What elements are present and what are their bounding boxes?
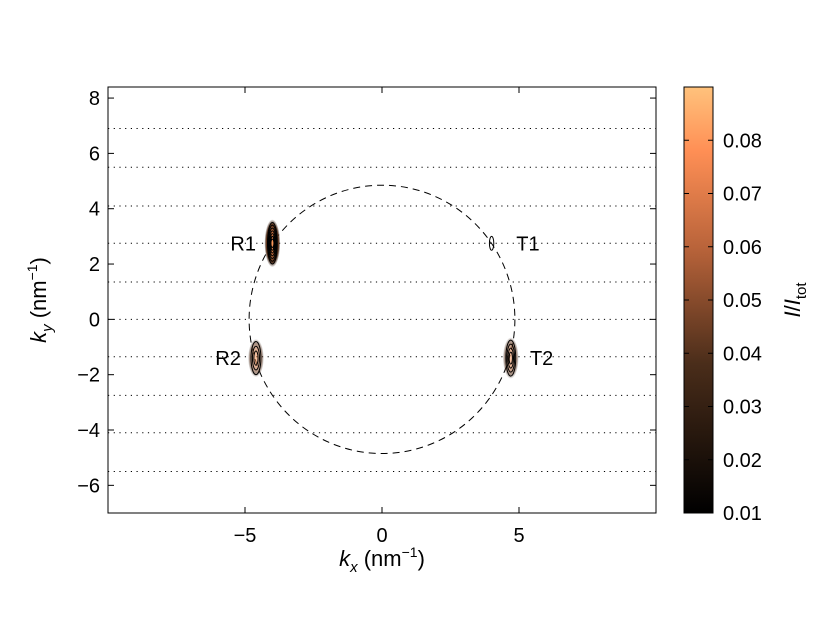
x-axis-label: kx (nm−1): [339, 544, 425, 576]
x-tick-label: 0: [376, 525, 387, 547]
colorbar-tick-label: 0.04: [723, 343, 762, 365]
colorbar-tick-label: 0.02: [723, 450, 762, 472]
dotted-gridlines: [108, 127, 656, 473]
plot-area: [107, 86, 657, 514]
contour-line: [506, 343, 516, 373]
y-tick-label: 2: [89, 254, 100, 276]
contour-line: [505, 339, 517, 377]
dashed-circle: [248, 184, 516, 455]
peak-label-t1: T1: [516, 233, 539, 255]
contour-line: [253, 350, 259, 366]
contour-line: [270, 238, 275, 248]
y-axis: −6 −4 −2 0 2 4 6 8: [77, 88, 656, 497]
peak-r2: [248, 339, 264, 378]
y-tick-label: 4: [89, 199, 100, 221]
y-tick-label: 8: [89, 88, 100, 110]
y-tick-label: −6: [77, 475, 100, 497]
peaks-layer: [248, 219, 519, 379]
colorbar-tick-label: 0.07: [723, 184, 762, 206]
colorbar-tick-label: 0.08: [723, 130, 762, 152]
peak-label-r1: R1: [230, 233, 256, 255]
y-tick-label: −2: [77, 365, 100, 387]
contour-line: [268, 227, 277, 260]
peak-label-t2: T2: [530, 348, 553, 370]
y-tick-label: 0: [89, 309, 100, 331]
contour-line: [269, 233, 276, 254]
contour-line: [266, 222, 278, 265]
peak-labels-layer: R1 R2 T1 T2: [215, 233, 553, 370]
contour-line: [488, 235, 495, 251]
colorbar-ticks: 0.01 0.02 0.03 0.04 0.05 0.06 0.07 0.08: [684, 130, 762, 525]
x-tick-label: 5: [513, 525, 524, 547]
colorbar-tick-label: 0.01: [723, 503, 762, 525]
dashed-circle-layer: [248, 184, 516, 455]
colorbar-tick-label: 0.06: [723, 237, 762, 259]
peak-fill: [264, 219, 281, 268]
peak-t2: [502, 337, 519, 379]
peak-r1: [264, 219, 281, 268]
contour-line: [250, 340, 262, 376]
contour-line: [251, 345, 260, 371]
y-tick-label: −4: [77, 420, 100, 442]
contour-line: [268, 230, 276, 257]
contour-line: [508, 351, 513, 365]
colorbar-tick-label: 0.05: [723, 290, 762, 312]
peak-label-r2: R2: [215, 348, 241, 370]
y-tick-label: 6: [89, 143, 100, 165]
peak-t1: [488, 235, 495, 251]
x-axis: −5 0 5: [234, 87, 525, 547]
x-tick-label: −5: [234, 525, 257, 547]
colorbar-tick-label: 0.03: [723, 397, 762, 419]
contour-line: [507, 347, 515, 369]
contour-line: [267, 224, 278, 262]
y-axis-label: ky (nm−1): [24, 257, 56, 343]
peak-fill: [248, 339, 264, 378]
colorbar-label: I/Itot: [780, 282, 810, 318]
